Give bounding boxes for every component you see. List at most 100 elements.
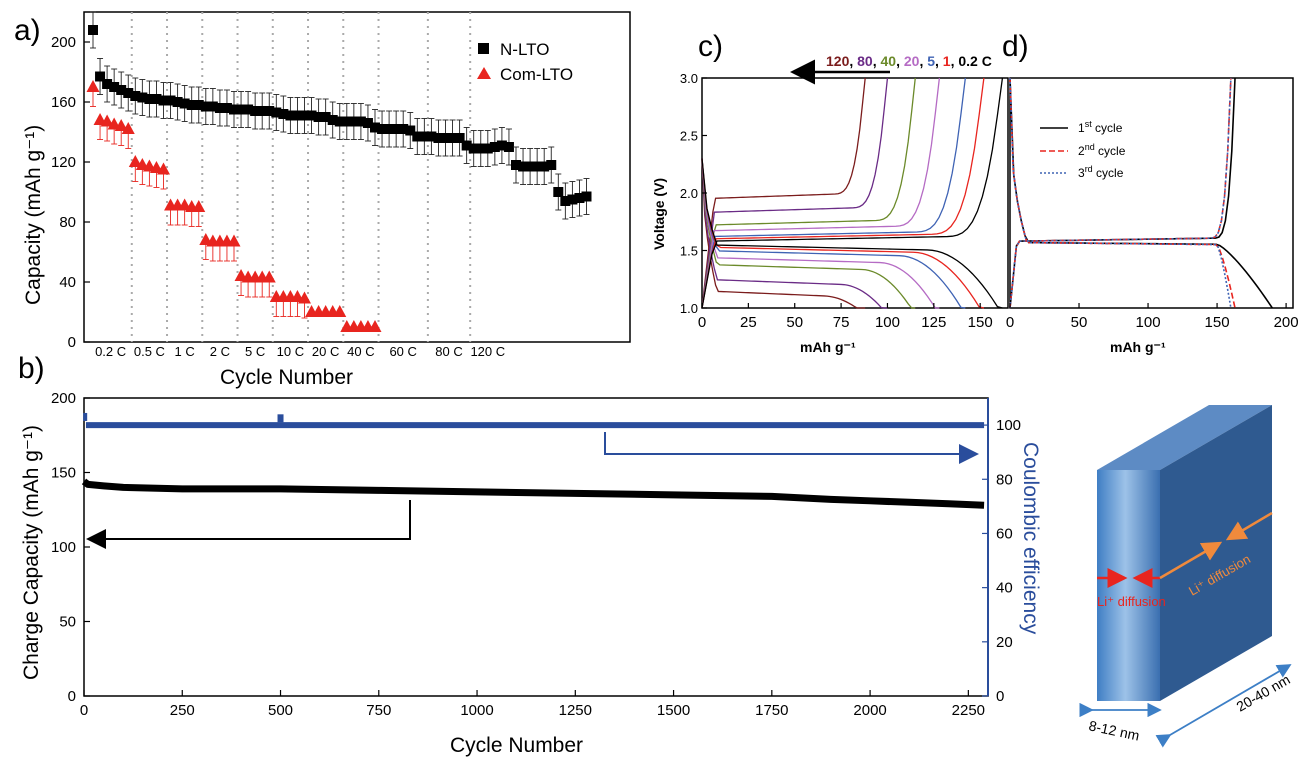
b-xtick-label-9: 2250 xyxy=(952,702,985,719)
rate-label-4: 5 C xyxy=(245,344,265,359)
c-ytick-label-4: 3.0 xyxy=(680,71,698,86)
legend-2nd-text: cycle xyxy=(1095,144,1126,158)
chart-b-x-ticks: 0 250 500 750 1000 1250 1500 1750 2000 2250 xyxy=(80,690,985,719)
discharge-curve-3 xyxy=(701,158,940,309)
c-xtick-label-5: 125 xyxy=(921,314,946,331)
arrow-to-left-axis xyxy=(86,500,411,549)
comlto-point xyxy=(262,270,276,283)
chart-b: 0 250 500 750 1000 1250 1500 1750 2000 2250 05010… xyxy=(20,390,1042,757)
rate-label-0: 0.2 C xyxy=(95,344,126,359)
a-ytick-label-4: 160 xyxy=(51,94,76,111)
rate-title-part-1: , xyxy=(849,53,857,69)
c-xtick-label-2: 50 xyxy=(786,314,803,331)
chart-c: 0 25 50 75 100 125 150 1.01.52.02.53.0 120, 80… xyxy=(651,53,1009,355)
nlto-point xyxy=(207,101,218,112)
nlto-point xyxy=(313,112,324,122)
rate-title-part-5: , xyxy=(896,53,904,69)
nlto-point xyxy=(391,124,402,134)
nlto-point xyxy=(137,92,148,103)
nlto-point xyxy=(306,110,317,121)
d-discharge-curve-2 xyxy=(1009,77,1232,309)
c-ytick-label-2: 2.0 xyxy=(680,186,698,201)
chart-a: 0 40 80 120 160 200 0.2 C 0.5 C 1 C 2 C 5 C 10 C 20… xyxy=(22,11,631,389)
discharge-curve-6 xyxy=(701,158,1003,309)
c-ytick-label-3: 2.5 xyxy=(680,129,698,144)
d-charge-curve-0 xyxy=(1009,77,1236,309)
nlto-point xyxy=(539,161,550,172)
rate-label-8: 60 C xyxy=(389,344,416,359)
nlto-point xyxy=(405,125,416,136)
nlto-point xyxy=(221,103,232,113)
block-top-face xyxy=(1097,405,1272,470)
rate-title-part-9: , xyxy=(935,53,943,69)
b-xtick-label-0: 0 xyxy=(80,702,88,719)
panel-label-b: b) xyxy=(18,352,45,385)
charge-curve-5 xyxy=(701,77,985,309)
rate-title-part-10: 1 xyxy=(943,53,951,69)
a-ytick-label-1: 40 xyxy=(59,274,76,291)
nlto-point xyxy=(109,82,120,92)
b-ytick-label-1: 50 xyxy=(59,614,76,631)
legend-1st-num: 1 xyxy=(1078,121,1085,135)
nlto-point xyxy=(426,131,437,142)
chart-b-ylabel-right: Coulombic efficiency xyxy=(1019,442,1042,635)
a-ytick-label-3: 120 xyxy=(51,154,76,171)
legend-3rd-num: 3 xyxy=(1078,166,1085,180)
rate-label-5: 10 C xyxy=(277,344,304,359)
nlto-point xyxy=(384,124,395,134)
nlto-point xyxy=(482,143,493,154)
c-xtick-label-6: 150 xyxy=(968,314,993,331)
d-xtick-label-2: 100 xyxy=(1136,314,1161,331)
charge-curve-3 xyxy=(701,77,941,309)
rate-label-10: 120 C xyxy=(470,344,505,359)
discharge-curve-5 xyxy=(701,158,985,309)
nlto-point xyxy=(553,187,564,197)
b-ytick-right-label-2: 40 xyxy=(996,580,1013,597)
li-diffusion-label-front: Li⁺ diffusion xyxy=(1097,594,1166,609)
chart-d-xlabel: mAh g⁻¹ xyxy=(1110,339,1166,355)
chart-c-frame xyxy=(701,77,1009,309)
nlto-point xyxy=(165,95,176,106)
nlto-point xyxy=(341,116,352,127)
nlto-point xyxy=(511,160,521,170)
chart-b-xlabel: Cycle Number xyxy=(450,734,583,757)
nlto-point xyxy=(264,106,275,116)
nlto-point xyxy=(419,131,430,142)
panel-label-c: c) xyxy=(698,30,723,63)
charge-curve-6 xyxy=(701,77,1004,309)
nlto-point xyxy=(560,196,571,206)
nlto-point xyxy=(250,106,261,116)
chart-c-ylabel: Voltage (V) xyxy=(651,178,667,250)
b-xtick-label-5: 1250 xyxy=(559,702,592,719)
panel-label-a: a) xyxy=(14,14,41,47)
nlto-point xyxy=(398,124,409,134)
comlto-point xyxy=(86,80,100,92)
rate-title-part-7: , xyxy=(919,53,927,69)
c-xtick-label-4: 100 xyxy=(875,314,900,331)
comlto-point xyxy=(121,122,135,134)
chart-a-rate-labels: 0.2 C 0.5 C 1 C 2 C 5 C 10 C 20 C 40 C 60 C 80 C 1… xyxy=(95,344,505,359)
rate-title-part-12: 0.2 C xyxy=(958,53,991,69)
chart-c-x-ticks: 0 25 50 75 100 125 150 xyxy=(698,303,993,331)
nlto-point xyxy=(158,95,169,106)
legend-2nd-num: 2 xyxy=(1078,144,1085,158)
rate-label-9: 80 C xyxy=(435,344,462,359)
nlto-point xyxy=(525,161,536,172)
panel-label-d: d) xyxy=(1002,30,1029,63)
nlto-point xyxy=(116,85,127,95)
d-xtick-label-4: 200 xyxy=(1274,314,1299,331)
nlto-point xyxy=(348,116,359,127)
c-ytick-label-1: 1.5 xyxy=(680,244,698,259)
b-ytick-label-2: 100 xyxy=(51,539,76,556)
nlto-point xyxy=(412,131,423,142)
d-xtick-label-0: 0 xyxy=(1006,314,1014,331)
c-ytick-label-0: 1.0 xyxy=(680,301,698,316)
chart-b-frame xyxy=(83,397,989,697)
nlto-point xyxy=(327,115,338,125)
nlto-point xyxy=(123,88,134,98)
chart-c-xlabel: mAh g⁻¹ xyxy=(800,339,856,355)
rate-label-2: 1 C xyxy=(175,344,195,359)
nlto-point xyxy=(447,133,458,143)
nlto-point xyxy=(377,124,388,134)
block-front-face xyxy=(1097,470,1160,701)
